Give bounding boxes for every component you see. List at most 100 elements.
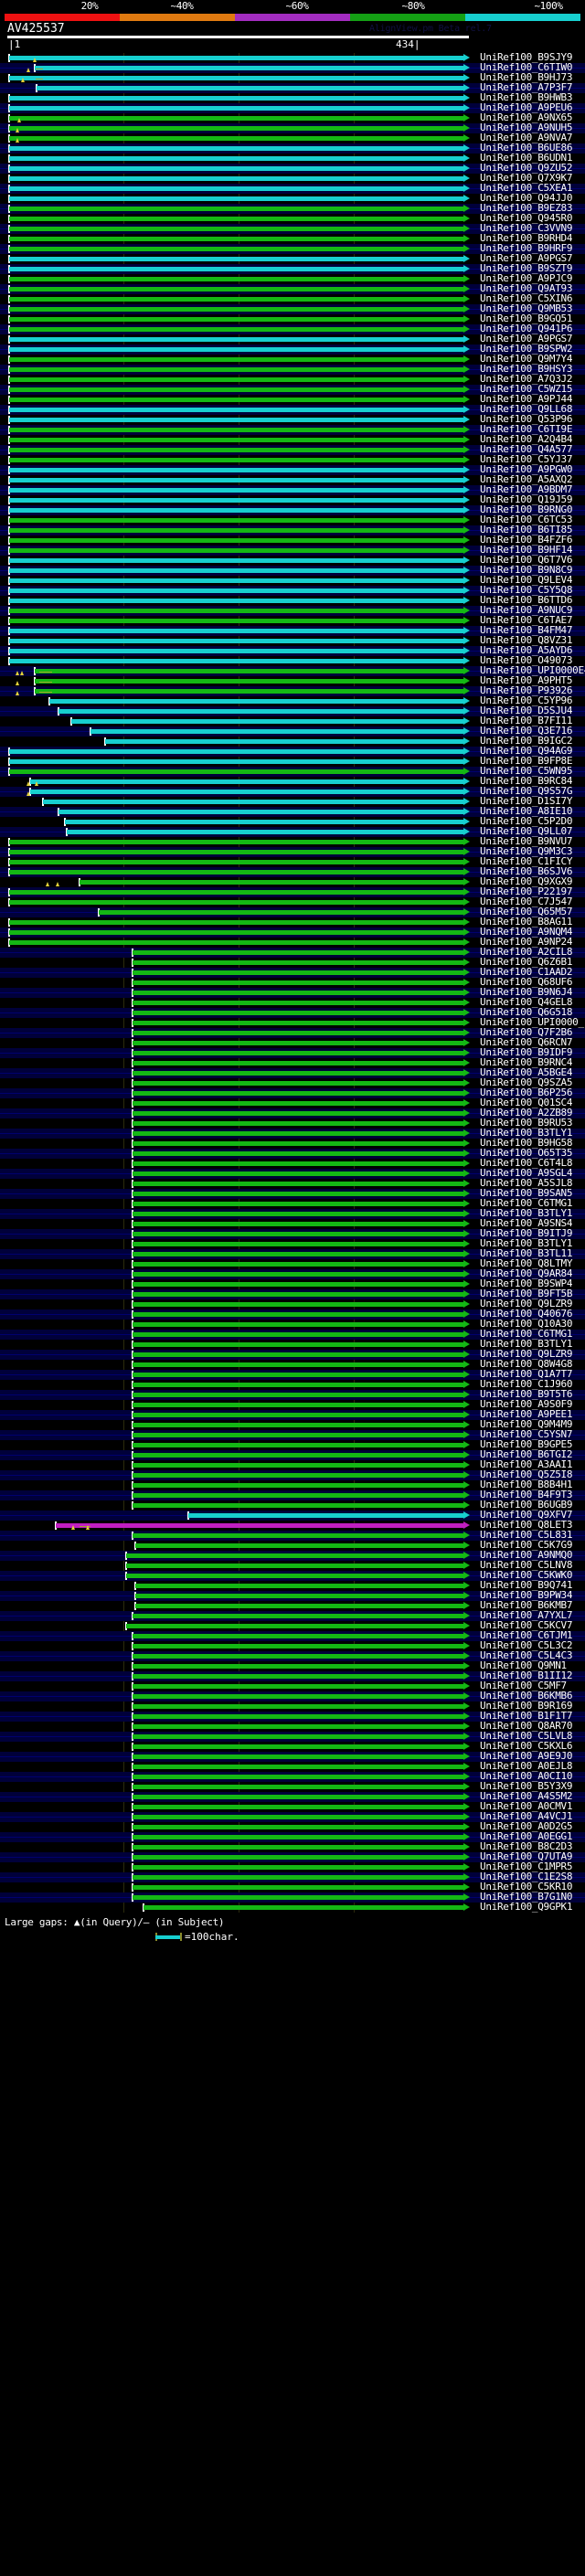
hit-bar[interactable]: [126, 1574, 463, 1578]
hit-bar[interactable]: [9, 578, 463, 583]
hit-label[interactable]: UniRef100_A7P3F7: [480, 81, 573, 93]
hit-bar[interactable]: [133, 1202, 463, 1206]
hit-label[interactable]: UniRef100_Q5Z5I8: [480, 1468, 573, 1480]
hit-label[interactable]: UniRef100_C5Y5Q8: [480, 584, 573, 596]
hit-label[interactable]: UniRef100_A9E9J0: [480, 1750, 573, 1762]
hit-bar[interactable]: [133, 1383, 463, 1387]
hit-label[interactable]: UniRef100_A5SJL8: [480, 1177, 573, 1189]
hit-row[interactable]: UniRef100_B9IGC2: [0, 736, 585, 747]
hit-bar[interactable]: [133, 1463, 463, 1468]
hit-bar[interactable]: [9, 387, 463, 392]
hit-row[interactable]: UniRef100_Q9LL68: [0, 404, 585, 415]
hit-bar[interactable]: [133, 1503, 463, 1508]
hit-row[interactable]: UniRef100_C3VVN9: [0, 222, 585, 234]
hit-row[interactable]: UniRef100_Q9AR84: [0, 1267, 585, 1279]
hit-label[interactable]: UniRef100_B3TL11: [480, 1247, 573, 1259]
hit-label[interactable]: UniRef100_Q65M57: [480, 906, 573, 917]
hit-label[interactable]: UniRef100_Q9ZU52: [480, 162, 573, 174]
hit-row[interactable]: UniRef100_B9ITJ9: [0, 1228, 585, 1239]
hit-bar[interactable]: [9, 76, 463, 80]
hit-label[interactable]: UniRef100_Q94AG9: [480, 745, 573, 757]
hit-row[interactable]: UniRef100_A9NUC9: [0, 605, 585, 616]
hit-label[interactable]: UniRef100_Q9GPK1: [480, 1901, 573, 1913]
hit-row[interactable]: UniRef100_Q19J59: [0, 494, 585, 505]
hit-label[interactable]: UniRef100_Q9AR84: [480, 1267, 573, 1279]
hit-bar[interactable]: [9, 538, 463, 543]
hit-row[interactable]: UniRef100_Q94JJ0: [0, 192, 585, 204]
hit-label[interactable]: UniRef100_B6TI85: [480, 524, 573, 535]
hit-bar[interactable]: [9, 428, 463, 432]
hit-row[interactable]: UniRef100_C6TIW0: [0, 62, 585, 73]
hit-row[interactable]: UniRef100_A7P3F7: [0, 81, 585, 93]
hit-row[interactable]: UniRef100_C6TMG1: [0, 1329, 585, 1340]
hit-row[interactable]: UniRef100_C5YJ37: [0, 454, 585, 465]
hit-bar[interactable]: [9, 568, 463, 573]
hit-label[interactable]: UniRef100_A9NX65: [480, 111, 573, 123]
hit-bar[interactable]: [35, 669, 463, 673]
hit-row[interactable]: UniRef100_B8AG11: [0, 917, 585, 928]
hit-label[interactable]: UniRef100_Q9LZR9: [480, 1348, 573, 1360]
hit-row[interactable]: UniRef100_A9NMQ0: [0, 1550, 585, 1561]
hit-label[interactable]: UniRef100_B6TGI2: [480, 1448, 573, 1460]
hit-row[interactable]: UniRef100_A2ZB89: [0, 1108, 585, 1118]
hit-row[interactable]: UniRef100_B6TGI2: [0, 1448, 585, 1460]
hit-row[interactable]: UniRef100_A9E9J0: [0, 1750, 585, 1762]
hit-row[interactable]: UniRef100_UPI0000E4: [0, 665, 585, 676]
hit-bar[interactable]: [133, 1664, 463, 1669]
hit-row[interactable]: UniRef100_Q8LET3: [0, 1520, 585, 1531]
hit-row[interactable]: UniRef100_C5WN95: [0, 766, 585, 777]
hit-row[interactable]: UniRef100_B9HG58: [0, 1138, 585, 1149]
hit-bar[interactable]: [133, 1061, 463, 1065]
hit-bar[interactable]: [9, 327, 463, 332]
hit-row[interactable]: UniRef100_C5LVL8: [0, 1731, 585, 1742]
hit-row[interactable]: UniRef100_B9RNG0: [0, 504, 585, 515]
hit-row[interactable]: UniRef100_Q9M7Y4: [0, 354, 585, 365]
hit-label[interactable]: UniRef100_O49073: [480, 654, 573, 666]
hit-bar[interactable]: [9, 418, 463, 422]
hit-row[interactable]: UniRef100_B3TLY1: [0, 1238, 585, 1249]
hit-row[interactable]: UniRef100_B9Q741: [0, 1580, 585, 1591]
hit-row[interactable]: UniRef100_P22197: [0, 886, 585, 897]
hit-label[interactable]: UniRef100_B1II12: [480, 1670, 573, 1681]
hit-row[interactable]: UniRef100_C1MPR5: [0, 1861, 585, 1872]
hit-bar[interactable]: [143, 1905, 463, 1910]
hit-label[interactable]: UniRef100_B9RC84: [480, 775, 573, 787]
hit-label[interactable]: UniRef100_B6SJV6: [480, 865, 573, 877]
hit-row[interactable]: UniRef100_A9NQM4: [0, 927, 585, 938]
hit-row[interactable]: UniRef100_B9RHD4: [0, 233, 585, 244]
hit-bar[interactable]: [133, 1855, 463, 1860]
hit-bar[interactable]: [133, 1805, 463, 1809]
hit-row[interactable]: UniRef100_Q9LZR9: [0, 1348, 585, 1360]
hit-label[interactable]: UniRef100_A9NVA7: [480, 132, 573, 143]
hit-bar[interactable]: [9, 196, 463, 201]
hit-bar[interactable]: [133, 1041, 463, 1045]
hit-label[interactable]: UniRef100_A2CIL8: [480, 946, 573, 958]
hit-row[interactable]: UniRef100_A9SGL4: [0, 1168, 585, 1179]
hit-label[interactable]: UniRef100_Q9XFV7: [480, 1509, 573, 1521]
hit-row[interactable]: UniRef100_Q6RCN7: [0, 1037, 585, 1048]
hit-label[interactable]: UniRef100_C6T4L8: [480, 1157, 573, 1169]
hit-bar[interactable]: [9, 649, 463, 653]
hit-label[interactable]: UniRef100_B6KMB6: [480, 1690, 573, 1701]
hit-row[interactable]: UniRef100_B6SJV6: [0, 865, 585, 877]
hit-row[interactable]: UniRef100_A9PJ44: [0, 394, 585, 405]
hit-bar[interactable]: [133, 1373, 463, 1377]
hit-bar[interactable]: [9, 860, 463, 864]
hit-bar[interactable]: [126, 1564, 463, 1568]
hit-bar[interactable]: [58, 810, 463, 814]
hit-row[interactable]: UniRef100_A0CI10: [0, 1771, 585, 1782]
hit-bar[interactable]: [133, 1192, 463, 1196]
hit-label[interactable]: UniRef100_Q94JJ0: [480, 192, 573, 204]
hit-label[interactable]: UniRef100_Q10A30: [480, 1318, 573, 1330]
hit-bar[interactable]: [133, 1483, 463, 1488]
hit-row[interactable]: UniRef100_B9FT5B: [0, 1288, 585, 1299]
hit-row[interactable]: UniRef100_Q9XGX9: [0, 876, 585, 887]
hit-bar[interactable]: [9, 920, 463, 925]
hit-row[interactable]: UniRef100_Q6Z6B1: [0, 957, 585, 968]
hit-row[interactable]: UniRef100_Q8W4G8: [0, 1358, 585, 1370]
hit-bar[interactable]: [9, 96, 463, 101]
hit-bar[interactable]: [9, 840, 463, 844]
hit-bar[interactable]: [133, 1423, 463, 1427]
hit-label[interactable]: UniRef100_C3VVN9: [480, 222, 573, 234]
hit-label[interactable]: UniRef100_Q8W4G8: [480, 1358, 573, 1370]
